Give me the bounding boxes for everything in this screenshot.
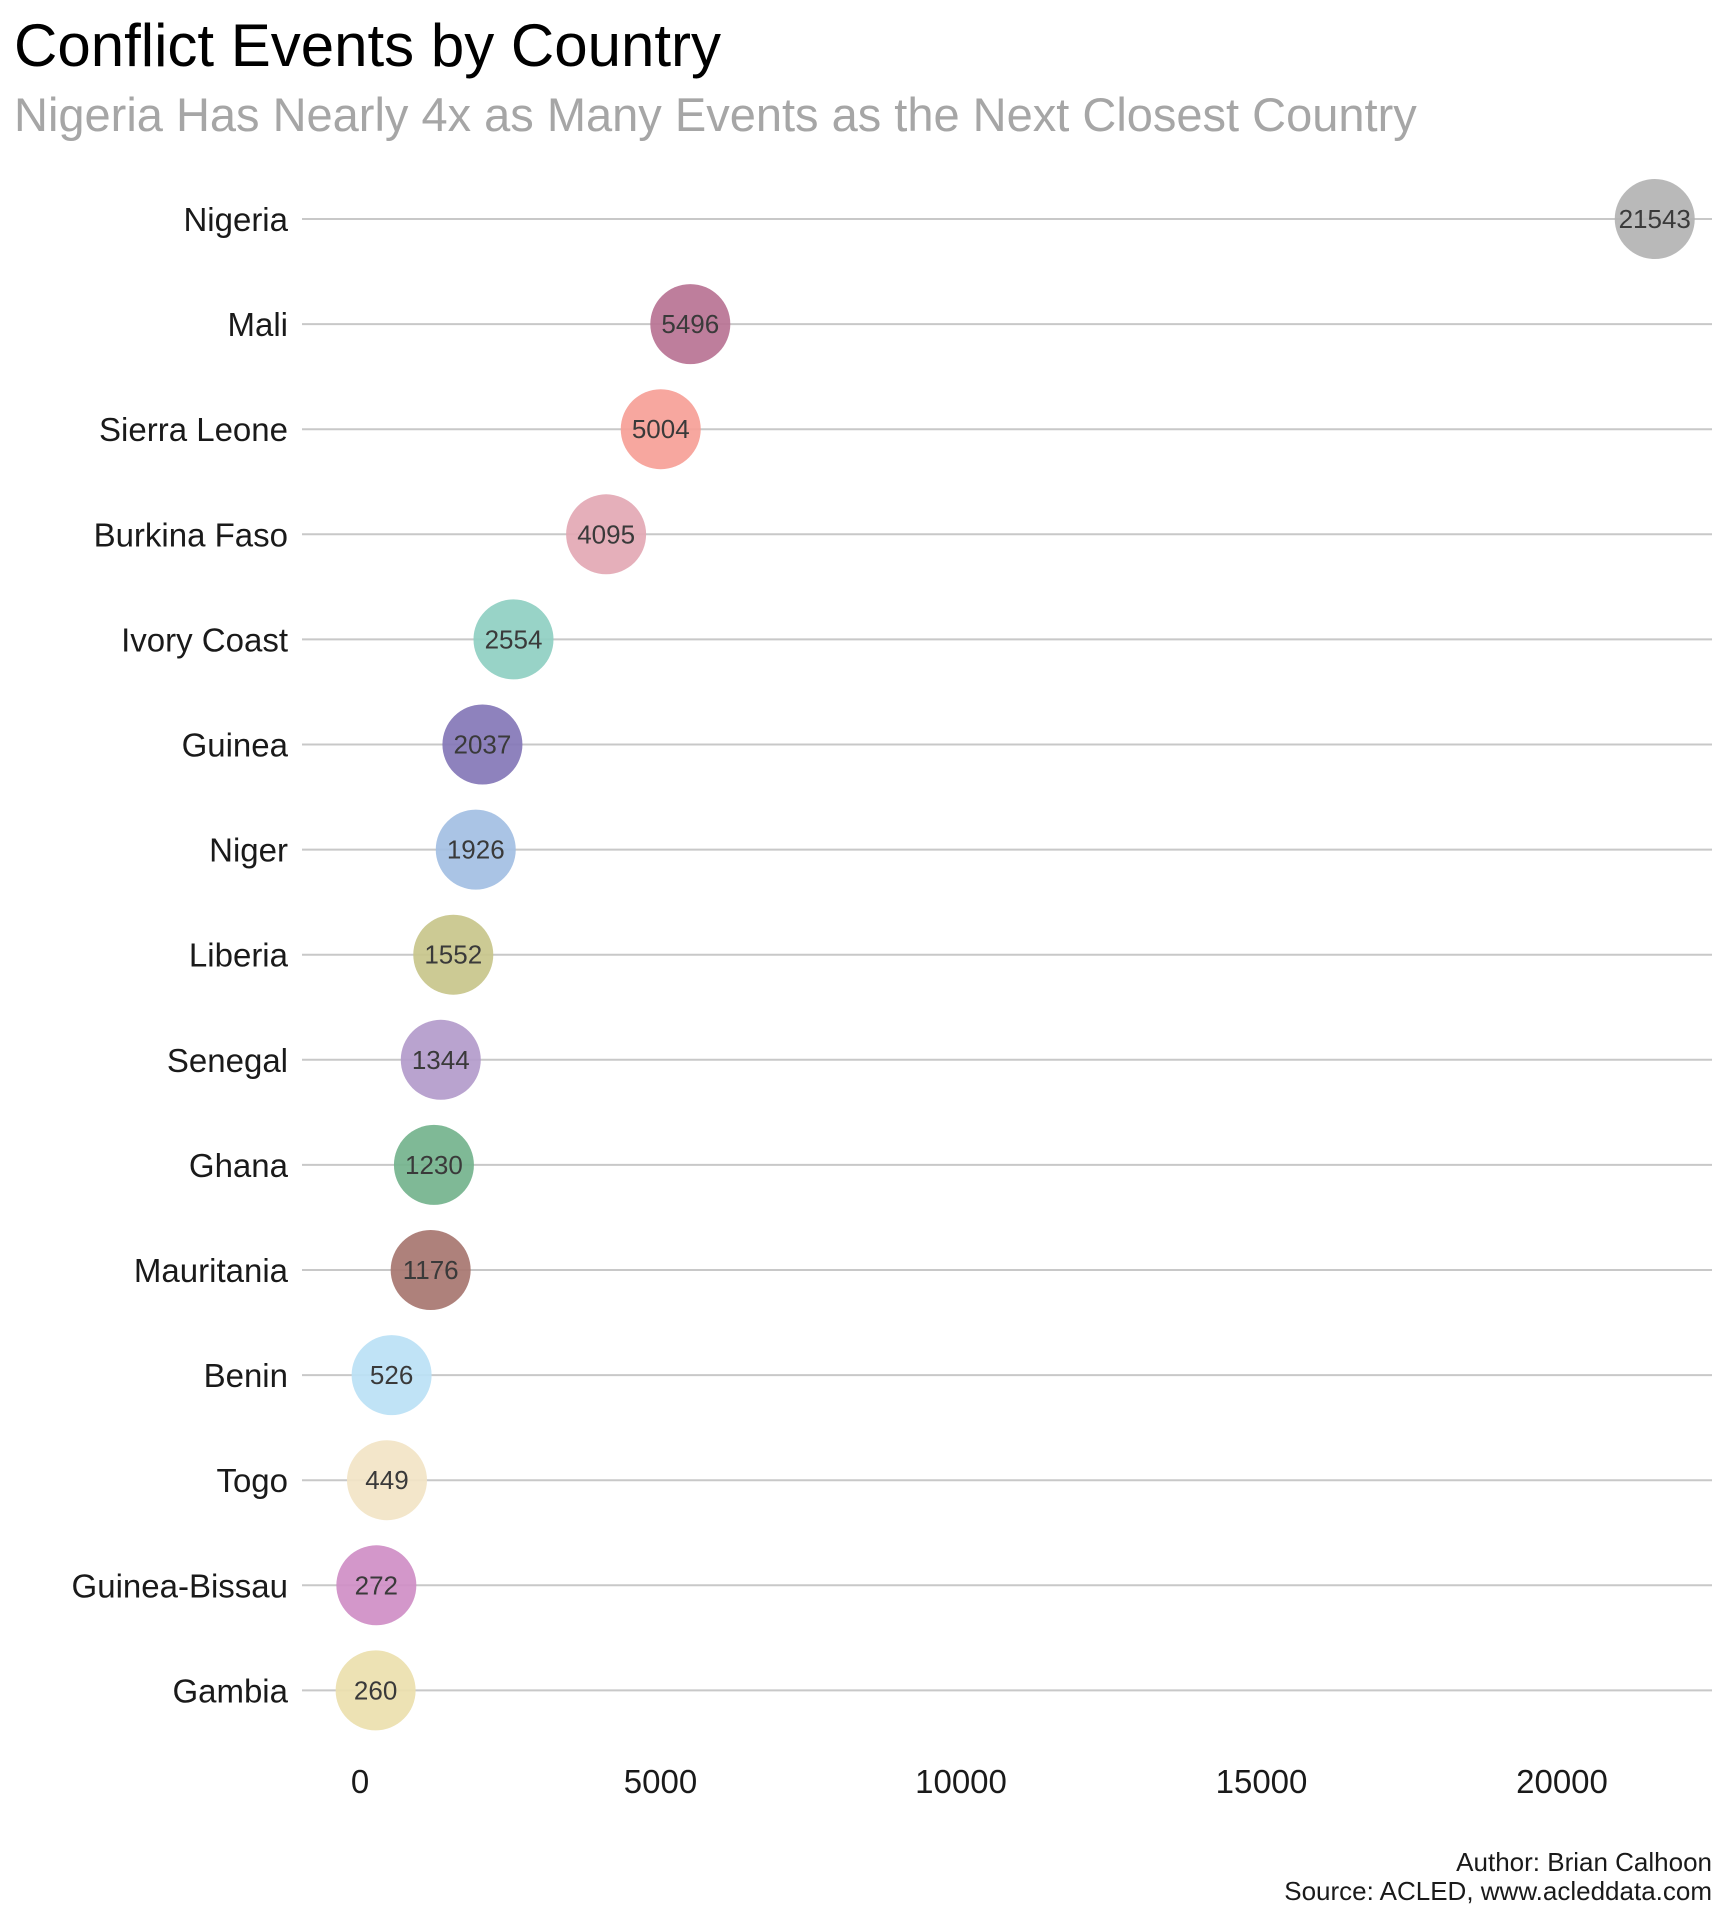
data-point xyxy=(473,599,554,680)
data-point xyxy=(566,494,647,575)
category-label: Burkina Faso xyxy=(94,516,288,553)
data-point xyxy=(346,1440,427,1521)
value-label: 5496 xyxy=(661,309,719,339)
category-label: Sierra Leone xyxy=(99,411,288,448)
x-tick-label: 10000 xyxy=(915,1763,1007,1800)
value-label: 1230 xyxy=(405,1150,463,1180)
chart-title: Conflict Events by Country xyxy=(14,12,721,79)
data-point xyxy=(1614,179,1695,259)
x-tick-label: 0 xyxy=(351,1763,369,1800)
category-label: Guinea xyxy=(182,727,289,764)
caption-source: Source: ACLED, www.acleddata.com xyxy=(1284,1876,1712,1906)
data-point xyxy=(351,1335,432,1416)
value-label: 4095 xyxy=(577,519,635,549)
x-tick-label: 15000 xyxy=(1216,1763,1308,1800)
value-label: 2037 xyxy=(454,730,512,760)
data-point xyxy=(400,1019,481,1100)
data-point xyxy=(442,704,523,785)
value-label: 526 xyxy=(370,1360,413,1390)
value-label: 5004 xyxy=(632,414,690,444)
data-points: 21543 5496 5004 4095 2554 2037 1926 1552 1344 123… xyxy=(335,179,1695,1731)
data-point xyxy=(393,1124,474,1205)
gridlines xyxy=(302,218,1712,1692)
category-label: Guinea-Bissau xyxy=(72,1567,288,1604)
category-label: Benin xyxy=(204,1357,288,1394)
data-point xyxy=(620,389,701,470)
value-label: 1176 xyxy=(403,1255,459,1285)
data-point xyxy=(435,809,516,890)
data-point xyxy=(413,914,494,995)
value-label: 1344 xyxy=(412,1045,470,1075)
category-label: Senegal xyxy=(167,1042,288,1079)
data-point xyxy=(650,284,731,365)
value-label: 1926 xyxy=(447,835,505,865)
category-label: Mali xyxy=(227,306,288,343)
category-label: Ghana xyxy=(189,1147,289,1184)
value-label: 272 xyxy=(355,1570,398,1600)
x-axis-ticks: 0 5000 10000 15000 20000 xyxy=(351,1763,1608,1800)
category-label: Ivory Coast xyxy=(121,621,288,658)
category-label: Nigeria xyxy=(183,201,288,238)
value-label: 2554 xyxy=(485,624,543,654)
value-label: 449 xyxy=(365,1465,408,1495)
category-label: Mauritania xyxy=(134,1252,289,1289)
category-label: Liberia xyxy=(189,937,289,974)
data-point xyxy=(335,1650,416,1731)
category-label: Gambia xyxy=(172,1672,288,1709)
data-point xyxy=(336,1545,417,1626)
chart-subtitle: Nigeria Has Nearly 4x as Many Events as … xyxy=(14,88,1417,141)
category-labels: Nigeria Mali Sierra Leone Burkina Faso Ivory… xyxy=(72,201,289,1709)
value-label: 1552 xyxy=(424,940,482,970)
data-point xyxy=(390,1230,471,1310)
value-label: 260 xyxy=(354,1675,397,1705)
caption-author: Author: Brian Calhoon xyxy=(1456,1847,1712,1877)
value-label: 21543 xyxy=(1619,204,1691,234)
category-label: Niger xyxy=(209,832,288,869)
x-tick-label: 5000 xyxy=(624,1763,697,1800)
x-tick-label: 20000 xyxy=(1516,1763,1608,1800)
category-label: Togo xyxy=(216,1462,288,1499)
